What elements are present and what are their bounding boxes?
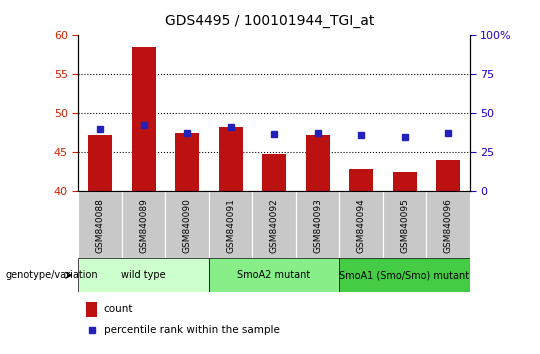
Text: GDS4495 / 100101944_TGI_at: GDS4495 / 100101944_TGI_at xyxy=(165,14,375,28)
Bar xyxy=(86,302,97,316)
Bar xyxy=(78,191,122,258)
Bar xyxy=(262,154,286,191)
Bar xyxy=(209,258,339,292)
Bar xyxy=(175,133,199,191)
Bar xyxy=(209,191,252,258)
Bar xyxy=(88,135,112,191)
Text: GSM840095: GSM840095 xyxy=(400,198,409,253)
Bar xyxy=(436,160,460,191)
Text: SmoA1 (Smo/Smo) mutant: SmoA1 (Smo/Smo) mutant xyxy=(340,270,470,280)
Bar xyxy=(78,258,209,292)
Text: GSM840096: GSM840096 xyxy=(443,198,453,253)
Text: GSM840093: GSM840093 xyxy=(313,198,322,253)
Bar xyxy=(339,191,383,258)
Text: wild type: wild type xyxy=(122,270,166,280)
Text: GSM840090: GSM840090 xyxy=(183,198,192,253)
Bar xyxy=(426,191,470,258)
Text: GSM840089: GSM840089 xyxy=(139,198,148,253)
Bar xyxy=(132,47,156,191)
Text: count: count xyxy=(104,304,133,314)
Text: GSM840088: GSM840088 xyxy=(96,198,105,253)
Bar xyxy=(306,135,329,191)
Text: GSM840092: GSM840092 xyxy=(269,198,279,253)
Text: GSM840094: GSM840094 xyxy=(356,198,366,253)
Bar xyxy=(296,191,339,258)
Text: SmoA2 mutant: SmoA2 mutant xyxy=(238,270,310,280)
Bar xyxy=(339,258,470,292)
Text: GSM840091: GSM840091 xyxy=(226,198,235,253)
Bar xyxy=(393,172,416,191)
Text: percentile rank within the sample: percentile rank within the sample xyxy=(104,325,280,335)
Text: genotype/variation: genotype/variation xyxy=(5,270,98,280)
Bar xyxy=(219,126,242,191)
Bar xyxy=(252,191,296,258)
Bar xyxy=(383,191,426,258)
Bar xyxy=(165,191,209,258)
Bar xyxy=(122,191,165,258)
Bar xyxy=(349,169,373,191)
